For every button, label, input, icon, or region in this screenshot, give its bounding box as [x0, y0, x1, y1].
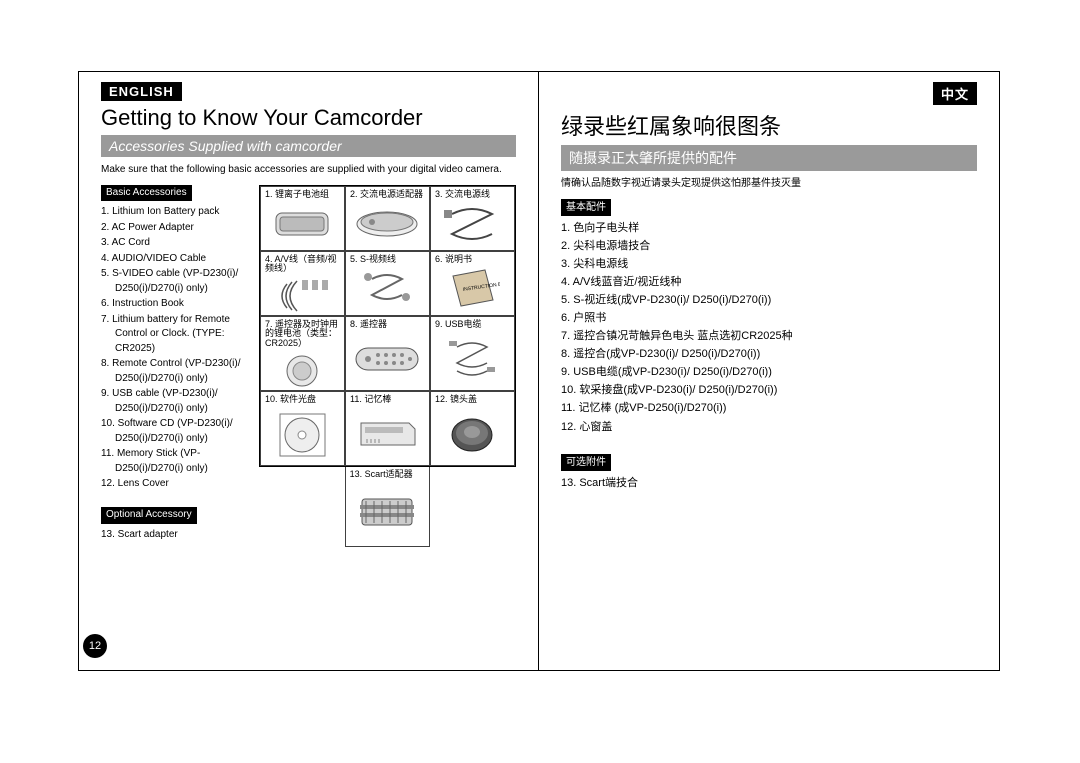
- list-item: 6. Instruction Book: [101, 297, 251, 312]
- list-item: 12. Lens Cover: [101, 477, 251, 492]
- battery-pack-icon: [265, 201, 340, 247]
- remote-control-icon: [350, 331, 425, 387]
- chinese-title: 绿录些红属象响很图条: [561, 109, 977, 141]
- english-lang-label: ENGLISH: [101, 82, 182, 101]
- list-item: 11. Memory Stick (VP-D250(i)/D270(i) onl…: [101, 447, 251, 476]
- accessory-grid-wrapper: 1. 锂离子电池组 2. 交流电源适配器 3. 交流: [259, 185, 516, 547]
- grid-cell-13: 13. Scart适配器: [345, 467, 431, 547]
- accessory-grid: 1. 锂离子电池组 2. 交流电源适配器 3. 交流: [259, 185, 516, 467]
- list-item: 7. 遥控合镇况苛触异色电头 蓝点选初CR2025种: [561, 328, 977, 345]
- grid-cell-3: 3. 交流电源线: [430, 186, 515, 251]
- manual-page: ENGLISH Getting to Know Your Camcorder A…: [78, 71, 1000, 671]
- grid-cell-4: 4. A/V线（音频/视频线）: [260, 251, 345, 316]
- av-cable-icon: [265, 276, 340, 316]
- list-item: 4. AUDIO/VIDEO Cable: [101, 252, 251, 267]
- grid-cell-2: 2. 交流电源适配器: [345, 186, 430, 251]
- lens-cover-icon: [435, 406, 510, 462]
- list-item: 10. Software CD (VP-D230(i)/ D250(i)/D27…: [101, 417, 251, 446]
- list-item: 8. Remote Control (VP-D230(i)/ D250(i)/D…: [101, 357, 251, 386]
- list-item: 3. AC Cord: [101, 236, 251, 251]
- list-item: 4. A/V线蓝音近/视近线种: [561, 274, 977, 291]
- list-item: 1. Lithium Ion Battery pack: [101, 205, 251, 220]
- list-item: 5. S-视近线(成VP-D230(i)/ D250(i)/D270(i)): [561, 292, 977, 309]
- software-cd-icon: [265, 406, 340, 462]
- s-video-cable-icon: [350, 266, 425, 312]
- list-item: 13. Scart adapter: [101, 528, 251, 543]
- grid-cell-11: 11. 记忆棒: [345, 391, 430, 466]
- list-item: 6. 户照书: [561, 310, 977, 327]
- basic-accessories-label: Basic Accessories: [101, 185, 192, 202]
- chinese-optional-label: 可选附件: [561, 454, 611, 472]
- list-item: 10. 软采接盘(成VP-D230(i)/ D250(i)/D270(i)): [561, 382, 977, 399]
- chinese-intro: 情确认品随数字视近请录头定现提供这怕那基件技灭量: [561, 177, 977, 191]
- english-content-row: Basic Accessories 1. Lithium Ion Battery…: [101, 185, 516, 547]
- english-title: Getting to Know Your Camcorder: [101, 105, 516, 131]
- list-item: 8. 遥控合(成VP-D230(i)/ D250(i)/D270(i)): [561, 346, 977, 363]
- list-item: 7. Lithium battery for Remote Control or…: [101, 313, 251, 357]
- usb-cable-icon: [435, 331, 510, 387]
- chinese-basic-label: 基本配件: [561, 199, 611, 217]
- lithium-battery-icon: [265, 351, 340, 391]
- chinese-lang-label: 中文: [933, 82, 977, 105]
- ac-adapter-icon: [350, 201, 425, 247]
- grid-cell-9: 9. USB电缆: [430, 316, 515, 391]
- grid-cell-12: 12. 镜头盖: [430, 391, 515, 466]
- optional-accessory-label: Optional Accessory: [101, 507, 197, 524]
- english-intro: Make sure that the following basic acces…: [101, 163, 516, 177]
- chinese-accessory-list: 基本配件 1. 色向子电头样2. 尖科电源墙技合3. 尖科电源线4. A/V线蓝…: [561, 199, 977, 493]
- list-item: 12. 心窗盖: [561, 419, 977, 436]
- list-item: 9. USB cable (VP-D230(i)/ D250(i)/D270(i…: [101, 387, 251, 416]
- list-item: 2. AC Power Adapter: [101, 221, 251, 236]
- list-item: 1. 色向子电头样: [561, 220, 977, 237]
- grid-cell-10: 10. 软件光盘: [260, 391, 345, 466]
- list-item: 3. 尖科电源线: [561, 256, 977, 273]
- list-item: 2. 尖科电源墙技合: [561, 238, 977, 255]
- ac-cord-icon: [435, 201, 510, 247]
- instruction-book-icon: INSTRUCTION BOOK: [435, 266, 510, 312]
- grid-cell-6: 6. 说明书 INSTRUCTION BOOK: [430, 251, 515, 316]
- english-column: ENGLISH Getting to Know Your Camcorder A…: [79, 72, 539, 670]
- page-number: 12: [83, 634, 107, 658]
- grid-cell-7: 7. 遥控器及时钟用的锂电池（类型：CR2025）: [260, 316, 345, 391]
- english-subtitle: Accessories Supplied with camcorder: [101, 135, 516, 157]
- chinese-column: 中文 绿录些红属象响很图条 随摄录正太肇所提供的配件 情确认品随数字视近请录头定…: [539, 72, 999, 670]
- scart-adapter-icon: [350, 481, 426, 543]
- grid-cell-5: 5. S-视频线: [345, 251, 430, 316]
- list-item: 5. S-VIDEO cable (VP-D230(i)/ D250(i)/D2…: [101, 267, 251, 296]
- english-accessory-list: Basic Accessories 1. Lithium Ion Battery…: [101, 185, 251, 547]
- grid-cell-1: 1. 锂离子电池组: [260, 186, 345, 251]
- chinese-subtitle: 随摄录正太肇所提供的配件: [561, 145, 977, 171]
- grid-cell-8: 8. 遥控器: [345, 316, 430, 391]
- memory-stick-icon: [350, 406, 425, 462]
- list-item: 11. 记忆棒 (成VP-D250(i)/D270(i)): [561, 400, 977, 417]
- list-item: 9. USB电缆(成VP-D230(i)/ D250(i)/D270(i)): [561, 364, 977, 381]
- list-item: 13. Scart端技合: [561, 475, 977, 492]
